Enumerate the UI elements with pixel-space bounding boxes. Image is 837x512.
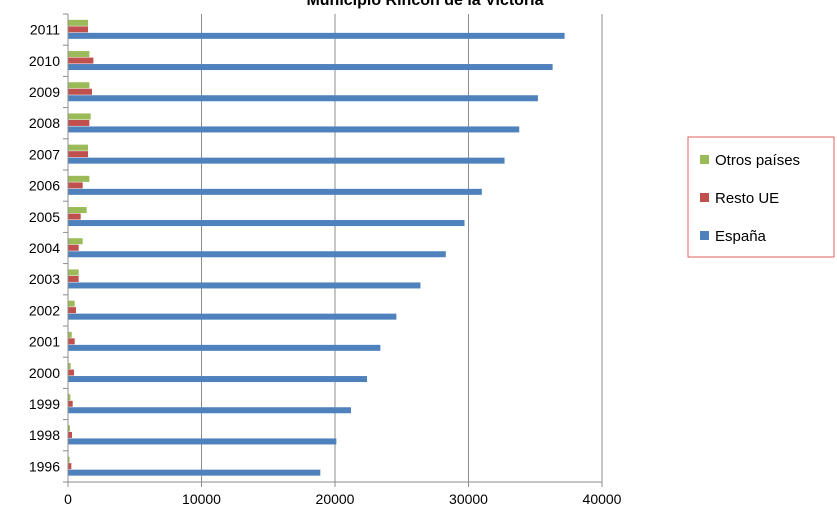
axes	[63, 13, 603, 487]
y-tick-label: 2002	[29, 302, 60, 318]
gridlines	[201, 14, 603, 482]
y-tick-label: 1999	[29, 396, 60, 412]
bar-españa-2003	[68, 282, 421, 289]
bar-resto-ue-2001	[68, 338, 75, 345]
y-tick-label: 2004	[29, 240, 60, 256]
y-tick-label: 1996	[29, 458, 60, 474]
x-tick-label: 40000	[583, 491, 622, 507]
bar-resto-ue-2002	[68, 307, 77, 314]
bar-resto-ue-2008	[68, 119, 90, 126]
legend-label: Resto UE	[715, 190, 779, 207]
bar-españa-2002	[68, 313, 397, 320]
bar-otros-países-2001	[68, 331, 72, 338]
bar-otros-países-2003	[68, 269, 79, 276]
legend-swatch	[700, 155, 709, 164]
bar-resto-ue-2010	[68, 57, 94, 64]
bar-otros-países-2004	[68, 238, 83, 245]
bar-españa-2000	[68, 376, 368, 383]
legend-label: Otros países	[715, 152, 800, 169]
chart-title: Municipio Rincón de la Victoria	[306, 0, 543, 9]
bar-resto-ue-2009	[68, 88, 93, 95]
legend-box	[687, 136, 835, 258]
x-tick-label: 0	[64, 491, 72, 507]
legend-swatch	[700, 193, 709, 202]
bar-españa-1996	[68, 469, 321, 476]
bar-españa-1998	[68, 438, 337, 445]
bar-resto-ue-2005	[68, 213, 81, 220]
bar-españa-2010	[68, 64, 553, 71]
y-tick-label: 2005	[29, 209, 60, 225]
y-tick-label: 2003	[29, 271, 60, 287]
x-tick-label: 10000	[182, 491, 221, 507]
x-axis-labels: 0 10000 20000 30000 40000	[64, 491, 622, 507]
bar-otros-países-2002	[68, 300, 75, 307]
bar-resto-ue-2007	[68, 151, 89, 158]
y-tick-label: 2006	[29, 178, 60, 194]
bar-otros-países-2000	[68, 363, 71, 370]
bar-españa-2008	[68, 126, 520, 133]
bar-resto-ue-1998	[68, 431, 73, 438]
bar-resto-ue-1996	[68, 463, 72, 470]
x-tick-label: 30000	[449, 491, 488, 507]
bar-resto-ue-2003	[68, 275, 79, 282]
bar-otros-países-2009	[68, 82, 90, 89]
bar-españa-2005	[68, 220, 465, 227]
y-tick-label: 2008	[29, 115, 60, 131]
x-tick-label: 20000	[316, 491, 355, 507]
bar-españa-2011	[68, 32, 565, 39]
bar-otros-países-1998	[68, 425, 71, 432]
bar-otros-países-2011	[68, 19, 89, 26]
y-tick-label: 2009	[29, 84, 60, 100]
bar-españa-2001	[68, 344, 381, 351]
bar-resto-ue-2011	[68, 26, 89, 33]
y-tick-label: 2000	[29, 365, 60, 381]
y-tick-label: 2007	[29, 146, 60, 162]
bar-españa-2004	[68, 251, 446, 258]
legend-label: España	[715, 228, 767, 245]
y-axis-labels: 1996 1998 1999 2000 2001 2002 2003 2004 2005 2006…	[29, 22, 60, 475]
bar-otros-países-1999	[68, 394, 71, 401]
bar-resto-ue-2004	[68, 244, 79, 251]
bar-resto-ue-2000	[68, 369, 75, 376]
legend: Otros países Resto UE España	[687, 136, 835, 258]
bar-resto-ue-2006	[68, 182, 83, 189]
y-tick-label: 2010	[29, 53, 60, 69]
legend-swatch	[700, 231, 709, 240]
bar-españa-2009	[68, 95, 538, 102]
bar-otros-países-2008	[68, 113, 91, 120]
bar-otros-países-1996	[68, 456, 70, 463]
y-tick-label: 2011	[30, 22, 60, 38]
bar-otros-países-2006	[68, 175, 90, 182]
bar-españa-1999	[68, 407, 352, 414]
bar-resto-ue-1999	[68, 400, 73, 407]
bar-otros-países-2005	[68, 207, 87, 214]
bars	[68, 19, 565, 476]
y-tick-label: 1998	[29, 427, 60, 443]
bar-otros-países-2010	[68, 51, 90, 58]
bar-españa-2006	[68, 188, 482, 195]
y-tick-label: 2001	[29, 334, 60, 350]
bar-españa-2007	[68, 157, 505, 164]
bar-otros-países-2007	[68, 144, 89, 151]
